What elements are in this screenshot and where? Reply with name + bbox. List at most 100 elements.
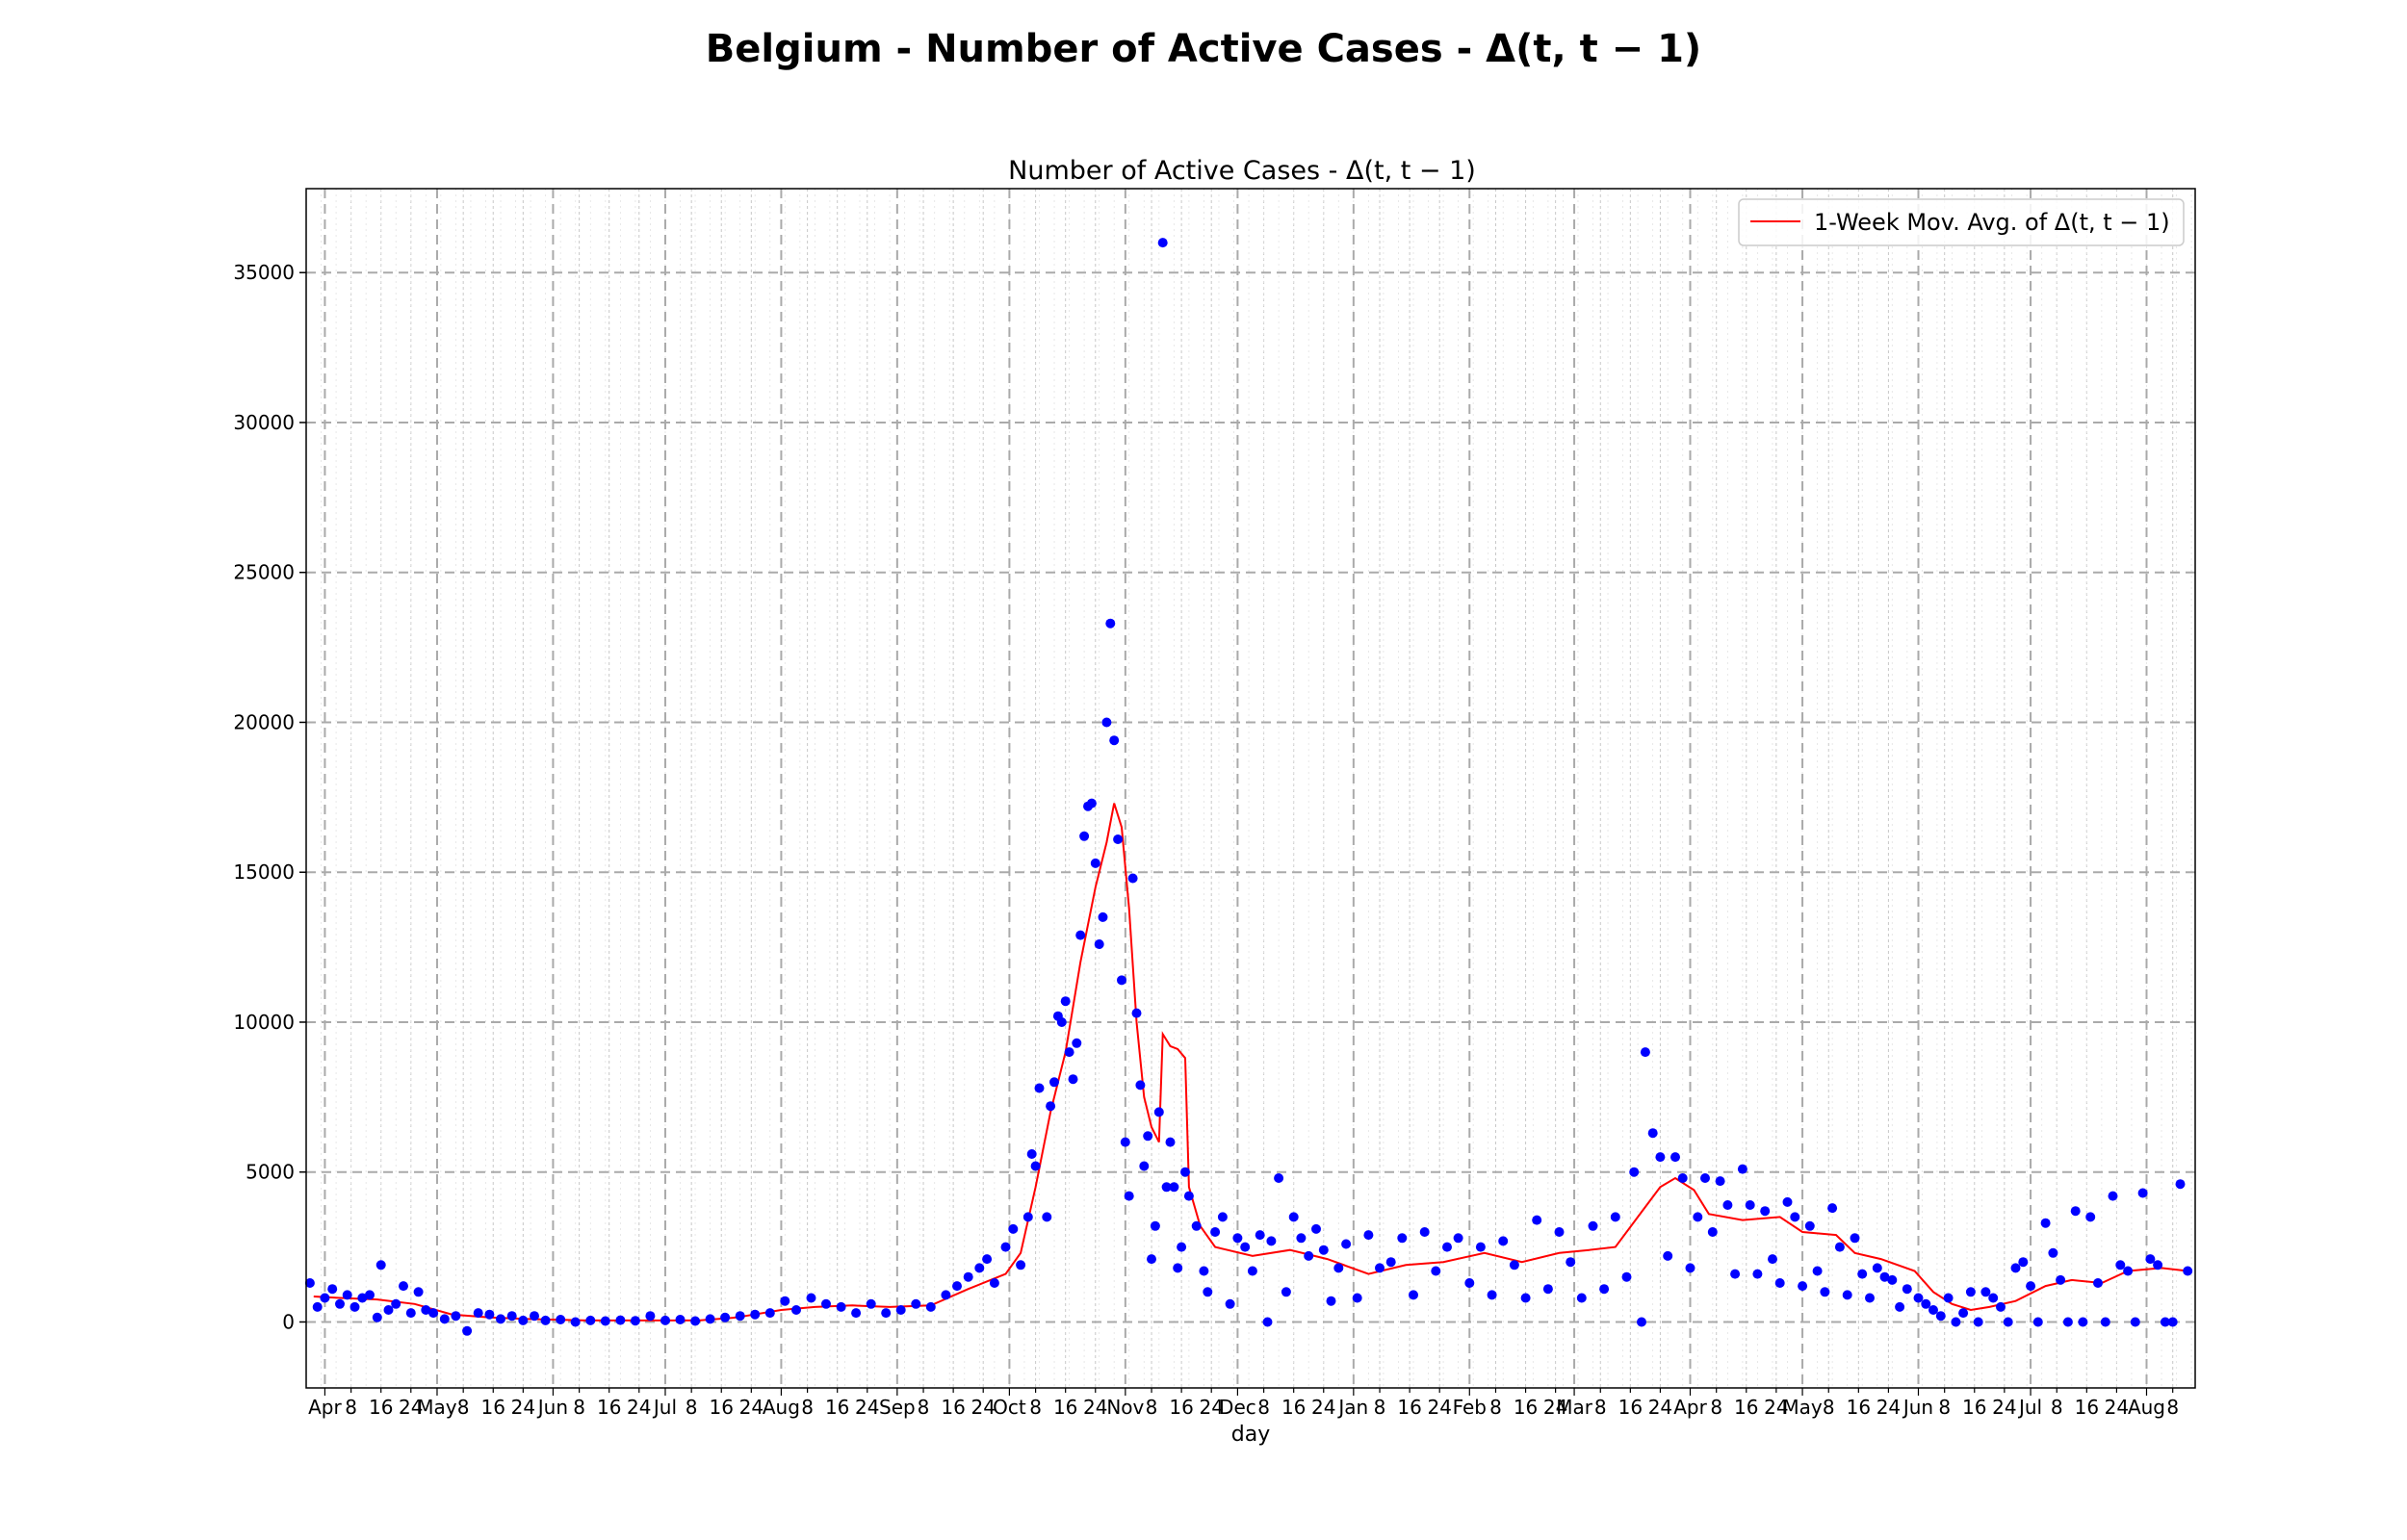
data-point — [1663, 1250, 1673, 1261]
x-tick-label: 24 — [1648, 1396, 1672, 1419]
x-tick-label: Aug — [2128, 1396, 2165, 1419]
data-point — [1647, 1128, 1658, 1139]
x-tick-label: May — [1782, 1396, 1823, 1419]
data-point — [2026, 1281, 2036, 1292]
data-point — [1000, 1242, 1011, 1252]
data-point — [1453, 1233, 1463, 1244]
data-point — [1913, 1293, 1924, 1303]
x-tick-label: May — [417, 1396, 457, 1419]
data-point — [391, 1298, 401, 1309]
x-tick-label: 24 — [1543, 1396, 1567, 1419]
data-point — [1086, 798, 1097, 808]
data-point — [1943, 1293, 1954, 1303]
x-tick-label: 16 — [1962, 1396, 1986, 1419]
data-point — [1730, 1269, 1741, 1279]
data-point — [2175, 1179, 2186, 1190]
data-point — [1274, 1173, 1284, 1183]
x-tick-label: Mar — [1556, 1396, 1593, 1419]
data-point — [1887, 1274, 1898, 1285]
data-point — [1980, 1287, 1991, 1297]
x-tick-label: Sep — [879, 1396, 916, 1419]
x-tick-label: 24 — [2105, 1396, 2129, 1419]
data-point — [1782, 1196, 1793, 1207]
x-tick-label: 8 — [918, 1396, 930, 1419]
data-point — [1157, 238, 1168, 248]
data-point — [1768, 1254, 1777, 1265]
x-tick-label: 24 — [1427, 1396, 1451, 1419]
x-tick-label: 24 — [1311, 1396, 1335, 1419]
data-point — [1820, 1287, 1830, 1297]
x-tick-label: 16 — [1734, 1396, 1758, 1419]
data-point — [1599, 1284, 1610, 1295]
data-point — [556, 1315, 566, 1324]
data-point — [506, 1311, 517, 1322]
data-point — [1183, 1191, 1194, 1201]
x-tick-label: Apr — [1673, 1396, 1707, 1419]
x-tick-label: 16 — [941, 1396, 965, 1419]
data-point — [780, 1296, 790, 1306]
data-point — [1094, 939, 1104, 949]
data-point — [1068, 1074, 1078, 1085]
data-point — [1745, 1200, 1755, 1210]
data-point — [1262, 1317, 1273, 1327]
data-point — [1131, 1008, 1142, 1018]
data-point — [1935, 1311, 1946, 1322]
y-tick-label: 0 — [282, 1310, 295, 1333]
data-point — [1509, 1260, 1519, 1270]
data-point — [2183, 1266, 2193, 1276]
x-tick-label: 24 — [739, 1396, 764, 1419]
series-layer — [304, 238, 2193, 1336]
x-tick-label: 16 — [597, 1396, 621, 1419]
data-point — [1431, 1266, 1441, 1276]
data-point — [2018, 1257, 2029, 1268]
data-point — [1143, 1131, 1153, 1142]
data-point — [428, 1308, 439, 1319]
data-point — [1827, 1203, 1838, 1214]
data-point — [1217, 1212, 1228, 1222]
x-tick-label: 8 — [1374, 1396, 1386, 1419]
data-point — [1715, 1176, 1725, 1187]
data-point — [1895, 1301, 1905, 1312]
data-point — [1532, 1215, 1542, 1225]
data-point — [1850, 1233, 1860, 1244]
data-point — [1075, 930, 1086, 940]
data-point — [451, 1311, 461, 1322]
data-point — [1016, 1260, 1026, 1270]
x-tick-label: 24 — [1992, 1396, 2016, 1419]
data-point — [1464, 1278, 1475, 1288]
data-point — [2108, 1191, 2118, 1201]
data-point — [1363, 1230, 1374, 1241]
data-point — [1191, 1220, 1202, 1231]
x-tick-label: Aug — [763, 1396, 800, 1419]
x-tick-label: 16 — [2075, 1396, 2099, 1419]
data-point — [383, 1305, 394, 1315]
data-point — [518, 1315, 529, 1325]
data-point — [1352, 1293, 1362, 1303]
data-point — [2123, 1266, 2134, 1276]
data-point — [1475, 1242, 1486, 1252]
x-tick-label: 24 — [399, 1396, 423, 1419]
data-point — [342, 1290, 352, 1300]
data-point — [2137, 1188, 2148, 1198]
data-point — [1798, 1281, 1808, 1292]
data-point — [925, 1301, 936, 1312]
x-tick-label: 8 — [1823, 1396, 1835, 1419]
data-point — [2145, 1254, 2156, 1265]
data-point — [1150, 1220, 1160, 1231]
data-point — [1958, 1308, 1969, 1319]
x-tick-label: 24 — [1764, 1396, 1788, 1419]
data-point — [2130, 1317, 2140, 1327]
data-point — [405, 1308, 416, 1319]
data-point — [1812, 1266, 1823, 1276]
data-point — [1341, 1239, 1352, 1249]
x-tick-label: 8 — [2051, 1396, 2063, 1419]
data-point — [895, 1305, 906, 1315]
data-point — [1127, 873, 1138, 884]
data-point — [304, 1278, 315, 1288]
axes-title: Number of Active Cases - Δ(t, t − 1) — [1008, 156, 1476, 186]
data-point — [1326, 1296, 1336, 1306]
data-point — [1042, 1212, 1052, 1222]
data-point — [1707, 1227, 1718, 1237]
figure-title: Belgium - Number of Active Cases - Δ(t, … — [706, 27, 1701, 71]
data-point — [1610, 1212, 1620, 1222]
